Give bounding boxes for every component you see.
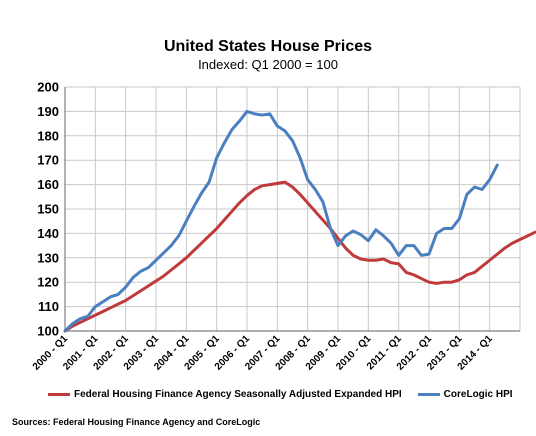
y-tick-label: 110 [38, 299, 59, 314]
series-line-corelogic [63, 109, 499, 333]
y-tick-label: 200 [37, 80, 59, 95]
chart-subtitle: Indexed: Q1 2000 = 100 [198, 57, 338, 72]
legend-label-fhfa: Federal Housing Finance Agency Seasonall… [74, 389, 402, 400]
chart-legend: Federal Housing Finance Agency Seasonall… [48, 389, 513, 400]
y-tick-label: 150 [37, 202, 59, 217]
y-tick-label: 160 [37, 177, 59, 192]
y-tick-label: 140 [37, 226, 59, 241]
y-tick-label: 120 [37, 275, 59, 290]
y-tick-label: 100 [37, 324, 59, 339]
y-tick-label: 190 [37, 104, 59, 119]
legend-swatch-fhfa [48, 393, 70, 396]
legend-swatch-corelogic [417, 393, 440, 396]
y-tick-label: 180 [37, 128, 59, 143]
legend-entry-fhfa: Federal Housing Finance Agency Seasonall… [48, 389, 402, 400]
y-tick-label: 130 [37, 250, 59, 265]
source-note: Sources: Federal Housing Finance Agency … [12, 417, 261, 427]
chart-title: United States House Prices [163, 38, 373, 55]
legend-entry-corelogic: CoreLogic HPI [417, 389, 513, 400]
y-tick-label: 170 [37, 153, 59, 168]
legend-label-corelogic: CoreLogic HPI [443, 389, 513, 400]
series-line-fhfa [63, 180, 536, 333]
